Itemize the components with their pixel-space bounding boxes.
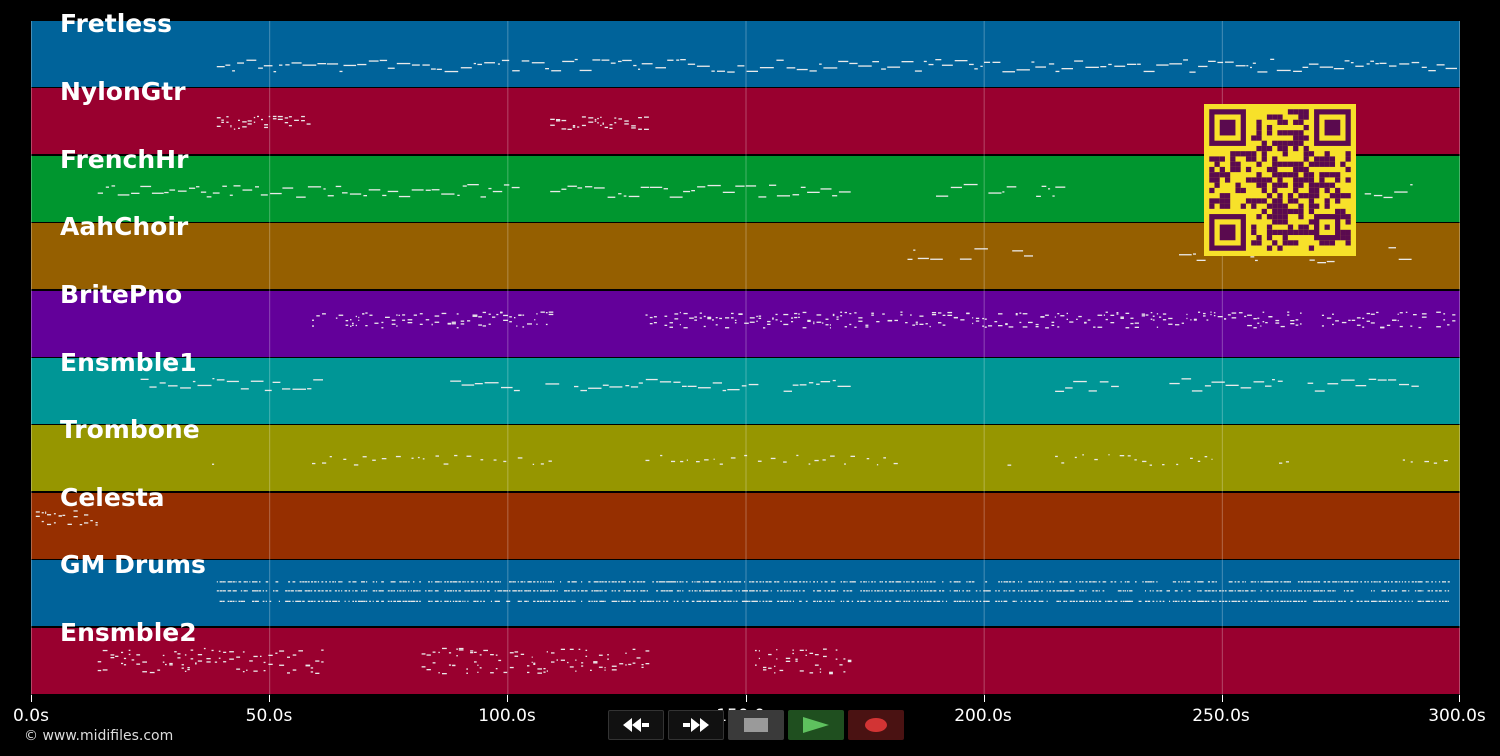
track-notes (216, 116, 649, 131)
axis-tick-mark (983, 695, 985, 702)
axis-tick-label: 200.0s (954, 706, 1012, 726)
record-icon (865, 718, 887, 732)
axis-tick-mark (1221, 695, 1223, 702)
track-lane (31, 21, 1460, 87)
qr-code-image (1204, 104, 1356, 256)
rewind-button[interactable] (608, 710, 664, 740)
track-label-fretless: Fretless (60, 9, 172, 38)
track-label-celesta: Celesta (60, 483, 165, 512)
axis-tick-mark (507, 695, 509, 702)
stop-button[interactable] (728, 710, 784, 740)
axis-tick-mark (745, 695, 747, 702)
axis-tick-mark (269, 695, 271, 702)
track-notes (216, 581, 1450, 603)
track-label-frenchhr: FrenchHr (60, 145, 189, 174)
track-label-aahchoir: AahChoir (60, 212, 189, 241)
track-lane (31, 627, 1460, 694)
track-notes (140, 378, 1419, 392)
play-button[interactable] (788, 710, 844, 740)
fast-forward-button[interactable] (668, 710, 724, 740)
fast-forward-icon (683, 718, 709, 732)
play-icon (803, 717, 829, 733)
axis-tick-label: 100.0s (478, 706, 536, 726)
axis-tick-label: 300.0s (1428, 706, 1486, 726)
track-label-britepno: BritePno (60, 280, 183, 309)
copyright-notice: © www.midifiles.com (24, 728, 174, 744)
axis-tick-mark (31, 695, 32, 702)
track-notes (35, 510, 98, 526)
track-label-gm-drums: GM Drums (60, 550, 206, 579)
track-lane (31, 358, 1460, 424)
axis-tick-label: 0.0s (13, 706, 49, 726)
track-lane (31, 560, 1460, 627)
axis-tick-label: 50.0s (245, 706, 293, 726)
track-label-nylongtr: NylonGtr (60, 77, 186, 106)
track-label-ensmble1: Ensmble1 (60, 348, 197, 377)
axis-tick-mark (1459, 695, 1460, 702)
record-button[interactable] (848, 710, 904, 740)
track-lane (31, 425, 1460, 492)
track-label-ensmble2: Ensmble2 (60, 618, 197, 647)
rewind-icon (623, 718, 649, 732)
track-notes (216, 58, 1457, 73)
track-lane (31, 492, 1460, 559)
track-rows (31, 21, 1460, 695)
track-lane (31, 290, 1460, 357)
stop-icon (744, 718, 768, 732)
track-notes (212, 454, 1448, 467)
track-notes (97, 647, 852, 674)
track-label-trombone: Trombone (60, 415, 200, 444)
track-notes (97, 183, 1413, 198)
qr-code-icon (1209, 109, 1351, 251)
axis-tick-label: 250.0s (1192, 706, 1250, 726)
transport-controls (598, 710, 904, 740)
track-notes (312, 311, 1456, 329)
